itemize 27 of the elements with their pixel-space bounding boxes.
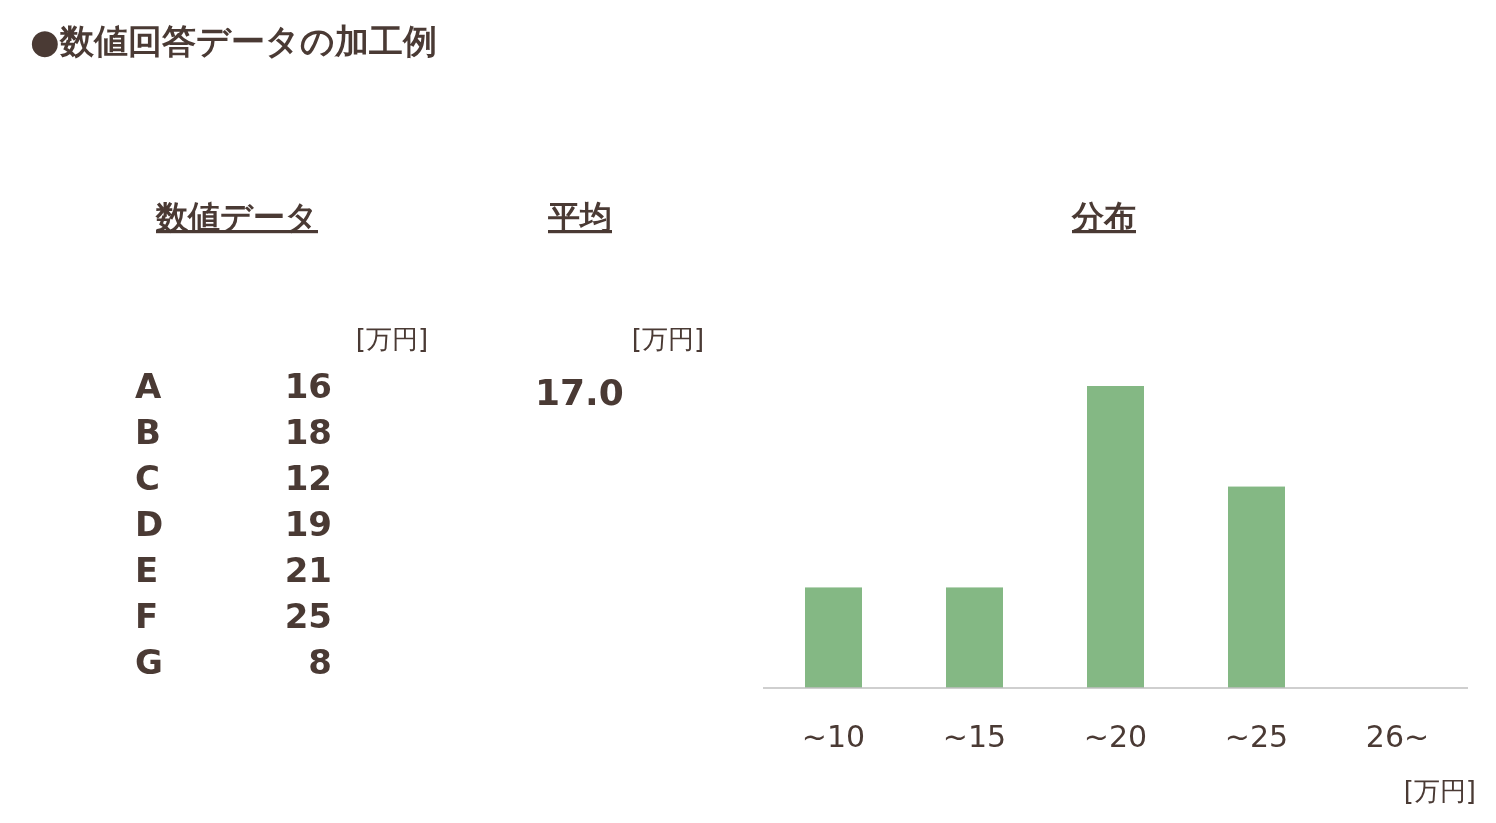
category-label: F — [135, 596, 159, 636]
x-tick-label: 26~ — [1365, 719, 1430, 754]
x-tick-label: ~20 — [1083, 719, 1148, 754]
category-label: C — [135, 458, 160, 498]
data-label: 18 — [284, 412, 332, 452]
text: 数値データ — [155, 198, 318, 236]
x-tick-label: ~15 — [942, 719, 1007, 754]
category-label: B — [135, 412, 161, 452]
x-tick-label: ~25 — [1224, 719, 1289, 754]
category-label: D — [135, 504, 164, 544]
x-axis-title: [万円] — [1403, 776, 1476, 806]
data-label: 19 — [284, 504, 332, 544]
category-label: G — [135, 642, 163, 682]
text: [万円] — [631, 324, 705, 354]
data-label: 16 — [284, 366, 332, 406]
data-label: 25 — [284, 596, 332, 636]
text: ●数値回答データの加工例 — [30, 21, 437, 61]
category-label: A — [135, 366, 162, 406]
data-label: 12 — [284, 458, 332, 498]
text: [万円] — [355, 324, 429, 354]
text: 平均 — [547, 198, 612, 236]
data-label: 8 — [308, 642, 332, 682]
x-tick-label: ~10 — [801, 719, 866, 754]
data-label: 21 — [284, 550, 332, 590]
chart-title: 分布 — [1071, 198, 1136, 236]
text: 17.0 — [535, 372, 624, 413]
category-label: E — [135, 550, 159, 590]
